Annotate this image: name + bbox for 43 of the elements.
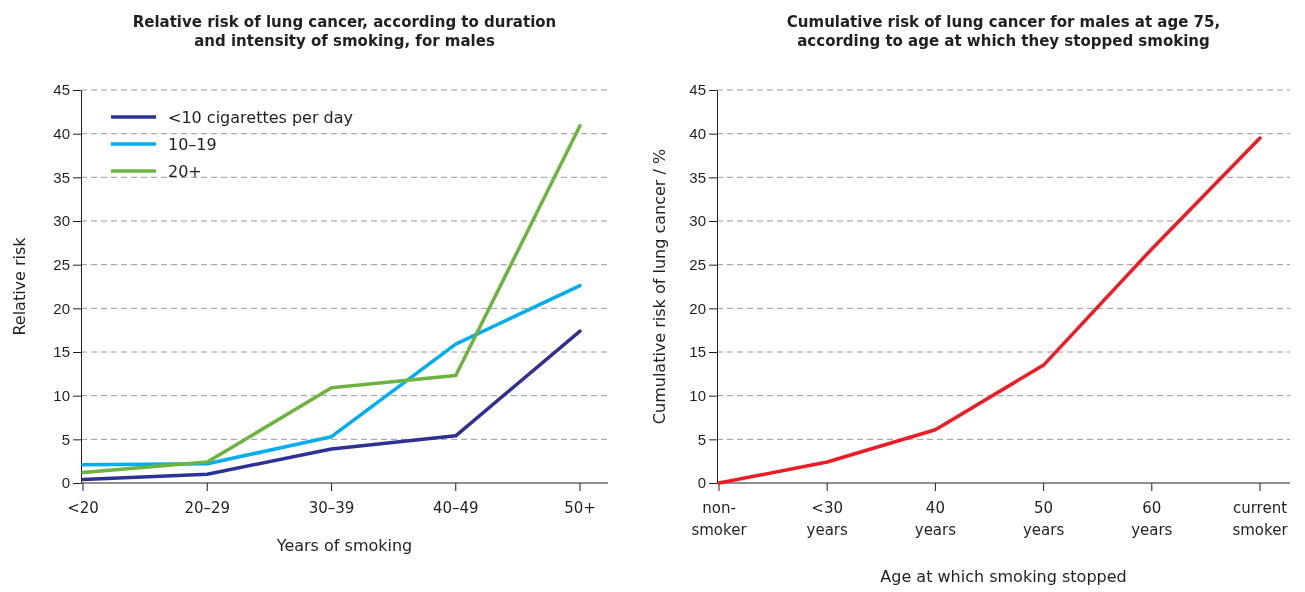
y-tick-label: 15	[689, 343, 706, 361]
x-tick-label: non-smoker	[691, 499, 748, 539]
y-tick-label: 20	[53, 299, 70, 317]
y-tick-label: 5	[697, 430, 706, 448]
y-tick-label: 0	[61, 474, 70, 492]
line-series	[81, 124, 582, 475]
x-tick-label: 50 years	[1022, 499, 1065, 539]
x-tick-label: 30–39	[308, 499, 355, 517]
y-tick-label: 0	[697, 474, 706, 492]
y-axis-title: Cumulative risk of lung cancer / %	[650, 148, 669, 425]
y-tick-label: 20	[689, 299, 706, 317]
y-tick-label: 40	[689, 124, 706, 142]
legend-label: 20+	[168, 162, 202, 181]
x-tick-label: <20	[67, 499, 99, 517]
y-tick-label: 25	[53, 255, 70, 273]
y-tick-label: 45	[53, 81, 70, 99]
y-tick-label: 35	[53, 168, 70, 186]
y-axis-title: Relative risk	[10, 236, 29, 336]
y-tick-label: 40	[53, 124, 70, 142]
x-tick-label: <30 years	[806, 499, 849, 539]
chart-title: Cumulative risk of lung cancer for males at age 75, according to age at which they stopped smoking	[786, 13, 1221, 50]
line-series	[717, 136, 1262, 485]
legend-label: 10–19	[168, 135, 217, 154]
x-tick-label: 60 years	[1131, 499, 1173, 539]
y-tick-label: 15	[53, 343, 70, 361]
x-tick-label: 50+	[564, 499, 596, 517]
x-tick-label: 20–29	[184, 499, 231, 517]
y-tick-label: 30	[689, 212, 706, 230]
y-tick-label: 45	[689, 81, 706, 99]
line-series	[81, 329, 582, 482]
y-tick-label: 25	[689, 255, 706, 273]
y-tick-label: 10	[689, 386, 706, 404]
y-tick-label: 10	[53, 386, 70, 404]
x-axis-title: Years of smoking	[275, 536, 413, 555]
y-tick-label: 5	[61, 430, 70, 448]
chart-title: Relative risk of lung cancer, according to duration and intensity of smoking, for males	[132, 13, 557, 50]
y-tick-label: 30	[53, 212, 70, 230]
x-tick-label: current smoker	[1232, 499, 1289, 539]
x-tick-label: 40–49	[432, 499, 479, 517]
x-axis-title: Age at which smoking stopped	[880, 567, 1127, 586]
y-tick-label: 35	[689, 168, 706, 186]
x-tick-label: 40 years	[914, 499, 957, 539]
legend-label: <10 cigarettes per day	[168, 108, 354, 127]
